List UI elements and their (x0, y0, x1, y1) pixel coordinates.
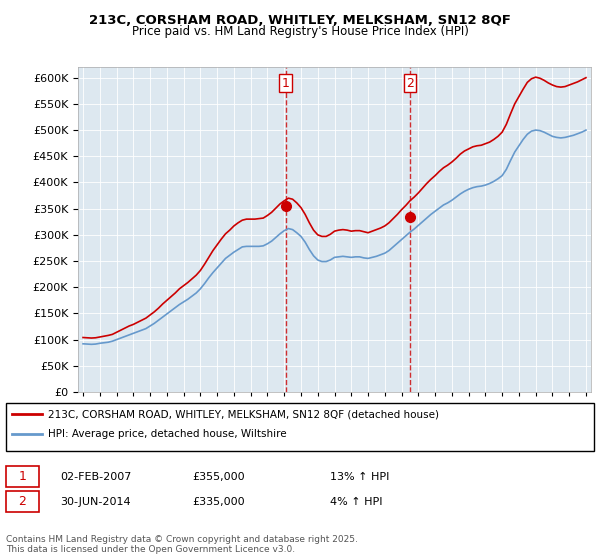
Text: £335,000: £335,000 (192, 497, 245, 507)
Text: 13% ↑ HPI: 13% ↑ HPI (330, 472, 389, 482)
Text: 4% ↑ HPI: 4% ↑ HPI (330, 497, 383, 507)
Text: 2: 2 (18, 495, 26, 508)
Text: HPI: Average price, detached house, Wiltshire: HPI: Average price, detached house, Wilt… (48, 429, 287, 439)
Text: 2: 2 (406, 77, 414, 90)
Text: Price paid vs. HM Land Registry's House Price Index (HPI): Price paid vs. HM Land Registry's House … (131, 25, 469, 38)
Text: 213C, CORSHAM ROAD, WHITLEY, MELKSHAM, SN12 8QF (detached house): 213C, CORSHAM ROAD, WHITLEY, MELKSHAM, S… (48, 409, 439, 419)
Text: 02-FEB-2007: 02-FEB-2007 (60, 472, 131, 482)
Text: 213C, CORSHAM ROAD, WHITLEY, MELKSHAM, SN12 8QF: 213C, CORSHAM ROAD, WHITLEY, MELKSHAM, S… (89, 14, 511, 27)
Text: 1: 1 (282, 77, 290, 90)
Text: £355,000: £355,000 (192, 472, 245, 482)
Text: Contains HM Land Registry data © Crown copyright and database right 2025.
This d: Contains HM Land Registry data © Crown c… (6, 535, 358, 554)
Text: 1: 1 (18, 470, 26, 483)
Text: 30-JUN-2014: 30-JUN-2014 (60, 497, 131, 507)
